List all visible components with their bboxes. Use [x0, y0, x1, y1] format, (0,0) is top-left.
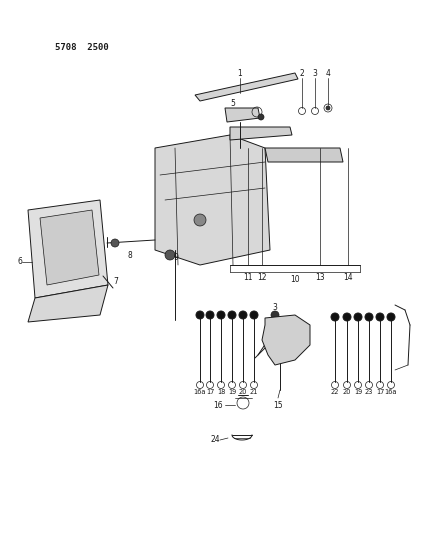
Text: 17: 17: [375, 389, 383, 395]
Text: 16a: 16a: [193, 389, 206, 395]
Text: 18: 18: [216, 389, 225, 395]
Text: 6: 6: [17, 257, 23, 266]
Text: 13: 13: [314, 273, 324, 282]
Circle shape: [205, 311, 213, 319]
Circle shape: [325, 106, 329, 110]
Text: 3: 3: [272, 303, 277, 312]
Circle shape: [196, 311, 204, 319]
Text: 4: 4: [325, 69, 330, 77]
Text: 16: 16: [213, 400, 222, 409]
Text: 8: 8: [127, 252, 132, 261]
Text: 24: 24: [210, 435, 219, 445]
Text: 2: 2: [299, 69, 304, 77]
Text: 16a: 16a: [384, 389, 396, 395]
Circle shape: [164, 250, 175, 260]
Circle shape: [111, 239, 119, 247]
Circle shape: [216, 311, 225, 319]
Text: 22: 22: [330, 389, 338, 395]
Text: 1: 1: [237, 69, 242, 78]
Text: 15: 15: [273, 400, 282, 409]
Circle shape: [257, 114, 263, 120]
Polygon shape: [28, 200, 108, 298]
Text: 3: 3: [312, 69, 317, 77]
Text: 20: 20: [238, 389, 247, 395]
Polygon shape: [155, 135, 269, 265]
Circle shape: [364, 313, 372, 321]
Polygon shape: [40, 210, 99, 285]
Circle shape: [271, 311, 278, 319]
Text: 19: 19: [227, 389, 236, 395]
Text: 20: 20: [342, 389, 351, 395]
Circle shape: [249, 311, 257, 319]
Circle shape: [239, 311, 246, 319]
Text: 5: 5: [230, 100, 235, 109]
Text: 19: 19: [353, 389, 361, 395]
Circle shape: [342, 313, 350, 321]
Text: 21: 21: [249, 389, 258, 395]
Polygon shape: [28, 285, 108, 322]
Circle shape: [353, 313, 361, 321]
Polygon shape: [195, 73, 297, 101]
Circle shape: [375, 313, 383, 321]
Text: 7: 7: [113, 278, 118, 287]
Circle shape: [330, 313, 338, 321]
Text: 11: 11: [243, 273, 252, 282]
Polygon shape: [230, 127, 291, 140]
Text: 9: 9: [173, 254, 178, 262]
Text: 17: 17: [205, 389, 214, 395]
Text: 14: 14: [343, 273, 352, 282]
Text: 5708  2500: 5708 2500: [55, 44, 109, 52]
Text: 10: 10: [290, 276, 299, 285]
Polygon shape: [225, 108, 259, 122]
Text: 23: 23: [364, 389, 372, 395]
Polygon shape: [265, 148, 342, 162]
Polygon shape: [262, 315, 309, 365]
Circle shape: [386, 313, 394, 321]
Text: 12: 12: [256, 273, 266, 282]
Circle shape: [193, 214, 205, 226]
Circle shape: [227, 311, 236, 319]
